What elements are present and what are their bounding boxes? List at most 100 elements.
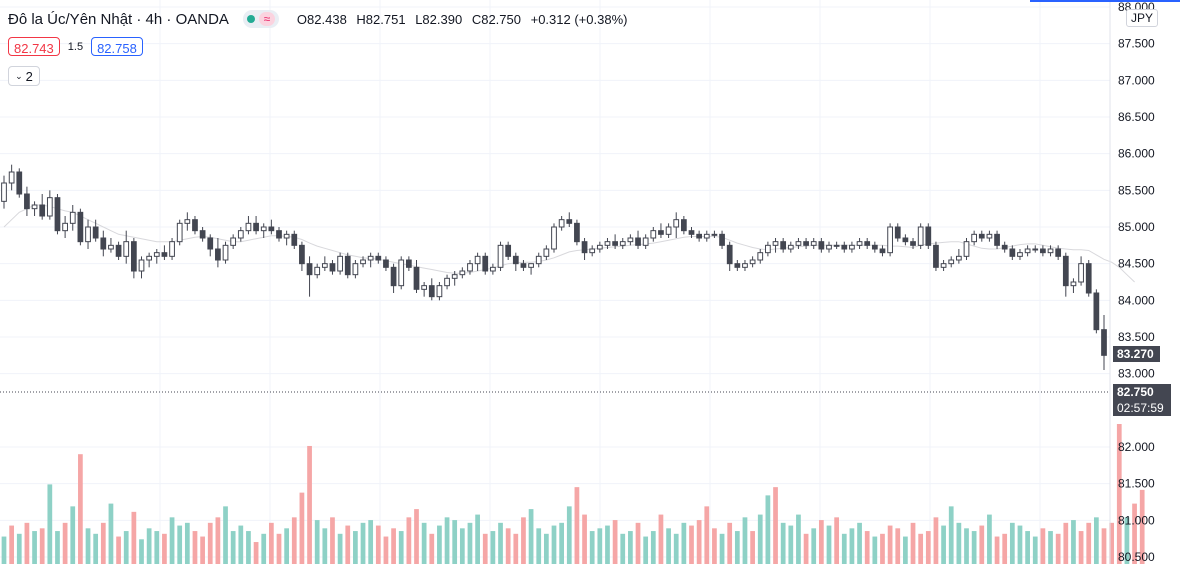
- candle-body: [780, 241, 787, 250]
- candle-body: [940, 263, 947, 268]
- candlestick: [321, 256, 328, 271]
- market-status-badge[interactable]: ≈: [242, 10, 279, 28]
- candlestick: [490, 263, 496, 275]
- candlestick: [497, 241, 504, 271]
- candle-body: [680, 219, 687, 232]
- candlestick: [803, 237, 809, 249]
- volume-bar: [543, 533, 549, 564]
- candle-body: [92, 226, 99, 239]
- currency-button[interactable]: JPY: [1126, 9, 1159, 27]
- candlestick: [230, 234, 237, 249]
- volume-bar: [498, 522, 503, 564]
- volume-bar: [368, 520, 374, 564]
- volume-bar: [803, 533, 809, 564]
- volume-bar: [536, 528, 542, 564]
- volume-bar: [666, 528, 671, 564]
- candle-body: [902, 237, 909, 243]
- price-axis-tick-label: 82.000: [1118, 440, 1155, 454]
- candle-body: [482, 255, 489, 272]
- last-price-tag: 82.750: [1113, 383, 1171, 400]
- candle-body: [535, 255, 542, 265]
- candle-body: [864, 241, 871, 246]
- candlestick: [283, 230, 290, 246]
- volume-bar: [1086, 522, 1092, 564]
- candlestick: [535, 252, 542, 268]
- candle-body: [1009, 248, 1016, 257]
- candle-body: [665, 226, 672, 235]
- candlestick: [92, 219, 99, 242]
- candle-body: [703, 233, 710, 239]
- candle-body: [650, 230, 657, 239]
- candle-body: [497, 244, 504, 268]
- volume-bar: [1002, 533, 1008, 564]
- candle-body: [444, 277, 450, 287]
- candle-body: [971, 233, 978, 243]
- volume-bar: [123, 531, 129, 564]
- candlestick: [879, 245, 886, 257]
- buy-button[interactable]: 82.758: [91, 37, 143, 56]
- volume-bar: [490, 531, 496, 564]
- volume-bar: [918, 533, 924, 564]
- price-axis-tick-label: 81.500: [1118, 477, 1155, 491]
- candle-body: [245, 222, 252, 232]
- chevron-down-icon: ⌄: [15, 70, 23, 81]
- volume-bar: [719, 533, 725, 564]
- candlestick: [69, 205, 76, 231]
- candle-body: [596, 244, 603, 250]
- candlestick: [971, 230, 978, 246]
- volume-bar: [16, 533, 22, 564]
- candle-body: [696, 233, 703, 239]
- candlestick: [658, 223, 664, 238]
- candle-body: [62, 222, 68, 232]
- candle-body: [711, 233, 718, 236]
- candle-body: [963, 241, 970, 257]
- candle-body: [46, 197, 53, 217]
- candlestick: [1078, 256, 1084, 286]
- candle-body: [222, 244, 229, 261]
- candlesticks: [1, 164, 1107, 370]
- candlestick: [421, 281, 428, 297]
- volume-bar: [55, 531, 60, 564]
- candle-body: [849, 244, 855, 250]
- candlestick: [398, 256, 405, 290]
- indicators-collapse-button[interactable]: ⌄ 2: [8, 66, 40, 86]
- volume-bar: [1, 536, 7, 564]
- candle-body: [1062, 255, 1069, 287]
- volume-bar: [1017, 525, 1023, 564]
- volume-bar: [146, 528, 152, 564]
- candle-body: [512, 255, 519, 265]
- volume-bar: [1025, 531, 1030, 564]
- candle-body: [459, 270, 466, 276]
- candlestick: [451, 270, 458, 286]
- candlestick: [467, 259, 473, 275]
- volume-bar: [169, 517, 175, 564]
- candle-body: [1, 182, 7, 202]
- candle-body: [574, 222, 580, 243]
- symbol-title[interactable]: Đô la Úc/Yên Nhật · 4h · OANDA: [8, 10, 229, 28]
- candlestick: [558, 216, 565, 231]
- candle-body: [413, 266, 420, 290]
- candle-body: [726, 244, 733, 265]
- volume-bar: [24, 522, 30, 564]
- price-axis-tick-label: 87.000: [1118, 73, 1155, 87]
- chart-grid: [0, 0, 1110, 564]
- volume-bar: [528, 509, 534, 564]
- volume-bar: [979, 525, 985, 564]
- volume-bar: [834, 517, 840, 564]
- candle-body: [795, 241, 802, 246]
- candle-body: [589, 248, 596, 254]
- candlestick: [688, 227, 695, 238]
- sell-button[interactable]: 82.743: [8, 37, 60, 56]
- symbol-legend: Đô la Úc/Yên Nhật · 4h · OANDA ≈ O82.438…: [8, 9, 633, 29]
- candlestick: [994, 230, 1000, 249]
- candlestick: [726, 241, 733, 271]
- candlestick: [54, 194, 61, 235]
- candle-body: [1078, 263, 1084, 283]
- candle-body: [978, 233, 985, 239]
- candlestick: [77, 208, 84, 246]
- candlestick: [619, 237, 626, 249]
- candle-body: [344, 255, 351, 276]
- volume-bar: [559, 522, 565, 564]
- price-axis-tick-label: 84.000: [1118, 293, 1155, 307]
